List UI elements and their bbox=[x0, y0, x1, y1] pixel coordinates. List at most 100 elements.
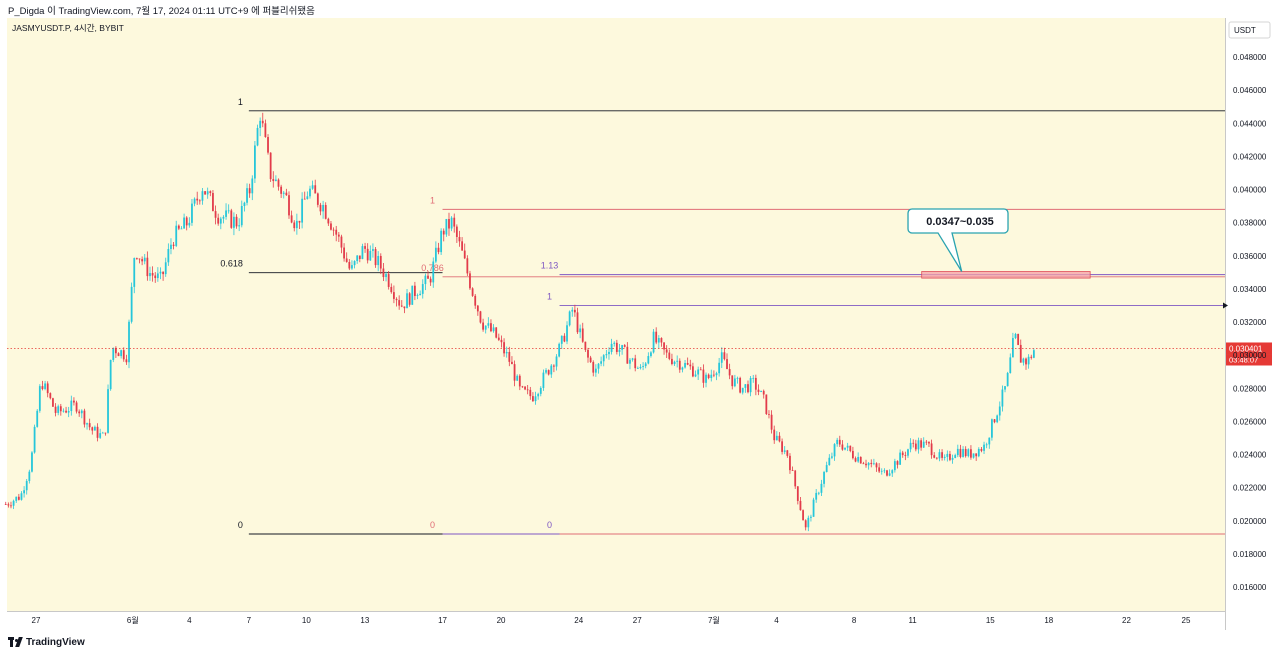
candle-body bbox=[503, 342, 505, 354]
candle-body bbox=[752, 377, 755, 379]
candle-body bbox=[316, 193, 319, 205]
candle-body bbox=[20, 493, 23, 500]
candle-body bbox=[702, 369, 705, 383]
candle-body bbox=[602, 355, 605, 362]
candle-body bbox=[492, 327, 495, 332]
candle-body bbox=[406, 293, 408, 309]
candle-body bbox=[358, 255, 361, 259]
candle-body bbox=[151, 273, 154, 276]
candle-body bbox=[193, 198, 196, 204]
candle-body bbox=[340, 236, 343, 248]
bar-countdown: 03:48:07 bbox=[1229, 355, 1258, 364]
candle-body bbox=[762, 390, 765, 395]
annotations: 0.0347~0.035 0.030401 03:48:07 bbox=[7, 208, 1272, 366]
candle-body bbox=[815, 492, 818, 500]
candle-body bbox=[393, 292, 395, 299]
price-tick-label: 0.020000 bbox=[1233, 517, 1267, 526]
candle-body bbox=[94, 426, 96, 431]
candle-body bbox=[967, 449, 970, 457]
candle-body bbox=[1001, 389, 1004, 407]
candle-body bbox=[668, 352, 671, 359]
candle-body bbox=[584, 341, 587, 350]
candle-body bbox=[156, 273, 159, 279]
candle-body bbox=[301, 198, 304, 223]
candle-body bbox=[107, 389, 109, 433]
candle-body bbox=[613, 342, 616, 344]
candle-body bbox=[162, 271, 165, 275]
candle-body bbox=[149, 273, 151, 277]
candle-body bbox=[872, 463, 875, 465]
candle-body bbox=[419, 293, 422, 296]
candle-body bbox=[125, 359, 128, 363]
candle-body bbox=[471, 288, 474, 296]
time-axis[interactable]: 27 6월 4 7 10 13 17 20 24 27 7월 4 8 11 15 18 22 25 bbox=[32, 615, 1191, 625]
candle-body bbox=[335, 229, 338, 235]
candle-body bbox=[634, 358, 637, 369]
candle-body bbox=[453, 217, 456, 227]
candle-body bbox=[870, 462, 873, 465]
candle-body bbox=[73, 400, 75, 403]
candle-body bbox=[295, 220, 298, 229]
candle-body bbox=[309, 188, 311, 197]
currency-label: USDT bbox=[1234, 26, 1256, 35]
plot-background bbox=[7, 18, 1225, 611]
candle-body bbox=[482, 322, 484, 330]
candle-body bbox=[474, 295, 477, 306]
candle-body bbox=[385, 274, 387, 278]
candle-body bbox=[167, 248, 170, 263]
time-tick-label: 25 bbox=[1182, 616, 1191, 625]
candle-body bbox=[977, 448, 980, 457]
candle-body bbox=[324, 204, 327, 219]
price-tick-label: 0.046000 bbox=[1233, 86, 1267, 95]
time-tick-label: 27 bbox=[32, 616, 41, 625]
last-price-tag-bg bbox=[1226, 342, 1272, 355]
time-tick-label: 4 bbox=[187, 616, 192, 625]
candle-body bbox=[550, 365, 553, 375]
candle-body bbox=[998, 406, 1001, 416]
candle-body bbox=[592, 362, 595, 373]
candle-body bbox=[261, 120, 264, 124]
candle-body bbox=[545, 370, 547, 373]
candle-body bbox=[306, 196, 309, 200]
candle-body bbox=[455, 226, 458, 237]
candle-body bbox=[954, 455, 957, 458]
candle-body bbox=[697, 369, 700, 375]
candle-body bbox=[962, 448, 964, 457]
candle-body bbox=[676, 360, 679, 362]
candle-body bbox=[731, 375, 734, 387]
candle-body bbox=[807, 517, 810, 528]
candle-body bbox=[951, 457, 954, 460]
candle-body bbox=[490, 323, 492, 332]
candle-body bbox=[597, 363, 600, 369]
candle-body bbox=[644, 363, 647, 367]
candle-body bbox=[694, 374, 697, 377]
candle-body bbox=[1030, 356, 1033, 358]
price-axis[interactable]: 0.048000 0.046000 0.044000 0.042000 0.040000… bbox=[1233, 53, 1267, 592]
price-tick-label: 0.048000 bbox=[1233, 53, 1267, 62]
candle-body bbox=[377, 255, 380, 266]
time-axis-background bbox=[0, 611, 1225, 630]
candle-body bbox=[319, 204, 322, 212]
candle-body bbox=[49, 393, 52, 399]
candle-body bbox=[351, 265, 353, 269]
candle-body bbox=[285, 192, 288, 196]
candle-body bbox=[17, 496, 20, 500]
candle-body bbox=[219, 218, 222, 224]
tradingview-logo-text: TradingView bbox=[26, 636, 85, 648]
candle-body bbox=[46, 383, 49, 394]
tradingview-logo[interactable]: TradingView bbox=[8, 636, 85, 648]
candle-body bbox=[678, 360, 681, 370]
candle-body bbox=[857, 456, 860, 462]
candle-body bbox=[78, 411, 81, 414]
candle-body bbox=[720, 352, 723, 363]
fib-level-label: 0 bbox=[547, 520, 552, 530]
candle-body bbox=[660, 338, 663, 343]
candle-body bbox=[854, 458, 857, 462]
candle-body bbox=[469, 273, 471, 289]
candle-body bbox=[369, 250, 372, 261]
candle-body bbox=[86, 423, 88, 425]
currency-box[interactable]: USDT bbox=[1228, 21, 1271, 39]
candle-body bbox=[718, 362, 721, 374]
candle-body bbox=[172, 244, 175, 246]
